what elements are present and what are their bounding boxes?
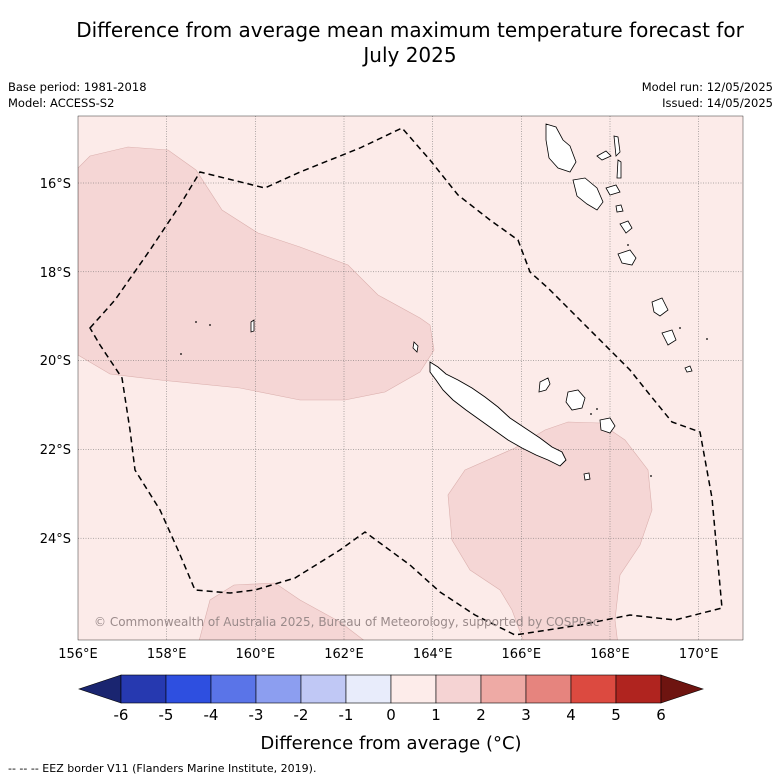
meta-right: Model run: 12/05/2025 Issued: 14/05/2025 [642,79,773,111]
islet [627,244,629,246]
colorbar-tick-label: 2 [476,706,486,724]
colorbar-extend-high [660,674,704,704]
lon-tick-label: 164°E [413,647,453,662]
colorbar-tick-label: -2 [294,706,309,724]
ambrym-island [605,184,621,196]
belep-islands [412,341,419,353]
isle-of-pines [583,472,591,481]
colorbar-bin [435,674,482,704]
eez-border [89,127,723,636]
map-frame [77,115,744,641]
model-name: Model: ACCESS-S2 [8,96,115,110]
islet [195,321,197,323]
lon-tick-label: 168°E [590,647,630,662]
title-line-1: Difference from average mean maximum tem… [76,18,744,42]
colorbar-bin [570,674,617,704]
colorbar-tick-label: -5 [159,706,174,724]
tanna-island [651,297,669,317]
colorbar-tick-label: 4 [566,706,576,724]
colorbar-bin [120,674,167,704]
lon-tick-label: 170°E [679,647,719,662]
anomaly-region-south [199,582,364,640]
colorbar-tick-label: -6 [114,706,129,724]
erromango-island [617,249,637,266]
lat-tick-label: 18°S [40,266,71,281]
attribution-text: © Commonwealth of Australia 2025, Bureau… [94,615,599,629]
colorbar-bin [255,674,302,704]
eez-footnote: -- -- -- EEZ border V11 (Flanders Marine… [8,762,317,775]
colorbar-tick-label: 3 [521,706,531,724]
colorbar-tick-label: 6 [656,706,666,724]
pentecost-island [616,159,622,179]
islet [679,327,681,329]
colorbar-bin [165,674,212,704]
lat-tick-label: 16°S [40,177,71,192]
epi-island [615,204,624,213]
colorbar-bin [480,674,527,704]
colorbar-bin [615,674,662,704]
efate-island [619,220,633,234]
mare-island [599,417,616,434]
new-caledonia-island [429,361,567,467]
colorbar-bin [345,674,392,704]
colorbar-tick-label: 1 [431,706,441,724]
lat-tick-label: 22°S [40,443,71,458]
anomaly-region-southeast [447,421,653,640]
colorbar-tick-label: 5 [611,706,621,724]
espiritu-santo-island [545,123,577,173]
colorbar-title: Difference from average (°C) [260,733,521,754]
chesterfield-reef [250,319,255,333]
aneityum-island [661,329,677,346]
matthew-island [684,365,693,373]
colorbar-bin [210,674,257,704]
gridlines [78,116,743,640]
colorbar-bin [525,674,572,704]
meta-left: Base period: 1981-2018 Model: ACCESS-S2 [8,79,147,111]
colorbar-bin [390,674,437,704]
maewo-island [613,135,621,157]
lon-tick-label: 166°E [502,647,542,662]
colorbar-bin [300,674,347,704]
islet [650,475,652,477]
islet [590,413,592,415]
anomaly-region-west [78,146,435,401]
ambae-island [596,150,612,161]
colorbar-tick-label: -4 [204,706,219,724]
lifou-island [565,389,586,411]
base-period: Base period: 1981-2018 [8,80,147,94]
latitude-axis: 16°S 18°S 20°S 22°S 24°S [40,177,71,547]
colorbar [78,674,704,704]
longitude-axis: 156°E 158°E 160°E 162°E 164°E 166°E 168°… [58,647,718,662]
malakula-island [572,177,604,211]
islet [596,408,598,410]
ouvea-island [538,377,551,393]
islet [706,338,708,340]
map-title: Difference from average mean maximum tem… [40,18,780,68]
model-run: Model run: 12/05/2025 [641,80,773,94]
colorbar-ticks: -6 -5 -4 -3 -2 -1 0 1 2 3 4 5 6 [114,706,666,724]
title-line-2: July 2025 [363,43,457,67]
lon-tick-label: 162°E [324,647,364,662]
islet [180,353,182,355]
islet [209,324,211,326]
lon-tick-label: 158°E [147,647,187,662]
issued-date: Issued: 14/05/2025 [662,96,773,110]
lat-tick-label: 24°S [40,532,71,547]
colorbar-tick-label: 0 [386,706,396,724]
colorbar-extend-low [78,674,122,704]
lon-tick-label: 160°E [236,647,276,662]
lon-tick-label: 156°E [58,647,98,662]
colorbar-tick-label: -1 [339,706,354,724]
lat-tick-label: 20°S [40,354,71,369]
colorbar-tick-label: -3 [249,706,264,724]
